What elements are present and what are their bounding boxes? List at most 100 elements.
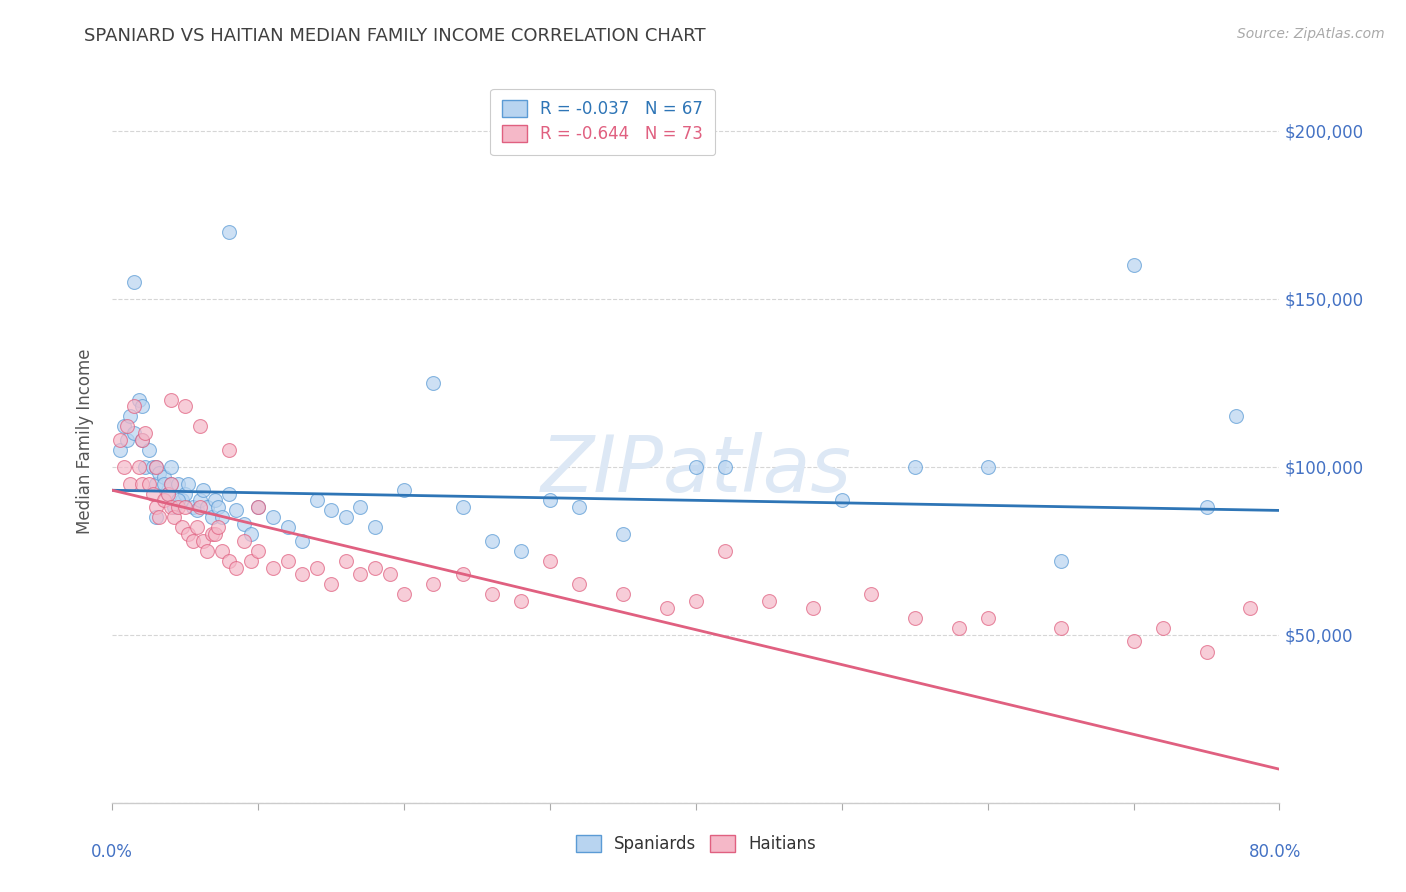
Point xyxy=(172,520,194,534)
Point xyxy=(218,554,240,568)
Point xyxy=(118,409,141,424)
Point xyxy=(509,594,531,608)
Point xyxy=(145,476,167,491)
Point xyxy=(394,483,416,498)
Point xyxy=(612,587,634,601)
Point xyxy=(131,433,153,447)
Point xyxy=(481,587,503,601)
Point xyxy=(655,600,678,615)
Point xyxy=(232,516,254,531)
Y-axis label: Median Family Income: Median Family Income xyxy=(76,349,94,534)
Point xyxy=(612,527,634,541)
Point xyxy=(148,510,170,524)
Point xyxy=(112,459,135,474)
Point xyxy=(232,533,254,548)
Point xyxy=(321,503,343,517)
Point xyxy=(321,577,343,591)
Point xyxy=(451,500,474,514)
Point xyxy=(160,392,183,407)
Point xyxy=(1239,600,1261,615)
Point xyxy=(801,600,824,615)
Point xyxy=(145,500,167,514)
Point xyxy=(247,543,270,558)
Point xyxy=(218,225,240,239)
Point xyxy=(758,594,780,608)
Point xyxy=(904,459,927,474)
Point xyxy=(364,520,387,534)
Point xyxy=(118,476,141,491)
Point xyxy=(160,500,183,514)
Point xyxy=(225,503,247,517)
Point xyxy=(145,459,167,474)
Point xyxy=(167,493,190,508)
Point xyxy=(207,500,229,514)
Point xyxy=(218,442,240,457)
Point xyxy=(124,399,146,413)
Point xyxy=(305,493,328,508)
Point xyxy=(115,433,138,447)
Point xyxy=(163,500,186,514)
Point xyxy=(174,486,197,500)
Point xyxy=(1195,500,1218,514)
Point xyxy=(152,470,174,484)
Point xyxy=(291,567,314,582)
Point xyxy=(138,476,160,491)
Point xyxy=(188,419,211,434)
Point xyxy=(188,493,211,508)
Point xyxy=(186,503,208,517)
Point xyxy=(167,500,190,514)
Point xyxy=(108,442,131,457)
Point xyxy=(108,433,131,447)
Point xyxy=(201,510,224,524)
Point xyxy=(163,510,186,524)
Point xyxy=(1152,621,1174,635)
Point xyxy=(568,577,591,591)
Point xyxy=(291,533,314,548)
Point xyxy=(131,433,153,447)
Point xyxy=(685,459,707,474)
Text: ZIPatlas: ZIPatlas xyxy=(540,433,852,508)
Point xyxy=(831,493,853,508)
Point xyxy=(138,442,160,457)
Point xyxy=(904,611,927,625)
Point xyxy=(131,399,153,413)
Point xyxy=(167,476,190,491)
Point xyxy=(177,527,200,541)
Point xyxy=(568,500,591,514)
Point xyxy=(152,476,174,491)
Point xyxy=(142,486,165,500)
Point xyxy=(1122,258,1144,272)
Point xyxy=(201,527,224,541)
Point xyxy=(422,376,444,390)
Point xyxy=(1049,554,1071,568)
Point xyxy=(160,476,183,491)
Point xyxy=(218,486,240,500)
Text: 80.0%: 80.0% xyxy=(1249,843,1302,861)
Point xyxy=(277,554,299,568)
Point xyxy=(195,500,218,514)
Point xyxy=(349,500,371,514)
Point xyxy=(714,459,737,474)
Point xyxy=(685,594,707,608)
Point xyxy=(134,426,156,441)
Point xyxy=(156,486,179,500)
Point xyxy=(1195,644,1218,658)
Point xyxy=(195,543,218,558)
Point xyxy=(277,520,299,534)
Point xyxy=(860,587,883,601)
Point xyxy=(174,500,197,514)
Point xyxy=(160,476,183,491)
Text: SPANIARD VS HAITIAN MEDIAN FAMILY INCOME CORRELATION CHART: SPANIARD VS HAITIAN MEDIAN FAMILY INCOME… xyxy=(84,27,706,45)
Point xyxy=(364,560,387,574)
Point xyxy=(247,500,270,514)
Point xyxy=(204,493,226,508)
Point xyxy=(188,500,211,514)
Point xyxy=(124,275,146,289)
Point xyxy=(976,611,998,625)
Point xyxy=(148,467,170,481)
Point xyxy=(211,510,233,524)
Point xyxy=(124,426,146,441)
Text: Source: ZipAtlas.com: Source: ZipAtlas.com xyxy=(1237,27,1385,41)
Point xyxy=(247,500,270,514)
Point xyxy=(394,587,416,601)
